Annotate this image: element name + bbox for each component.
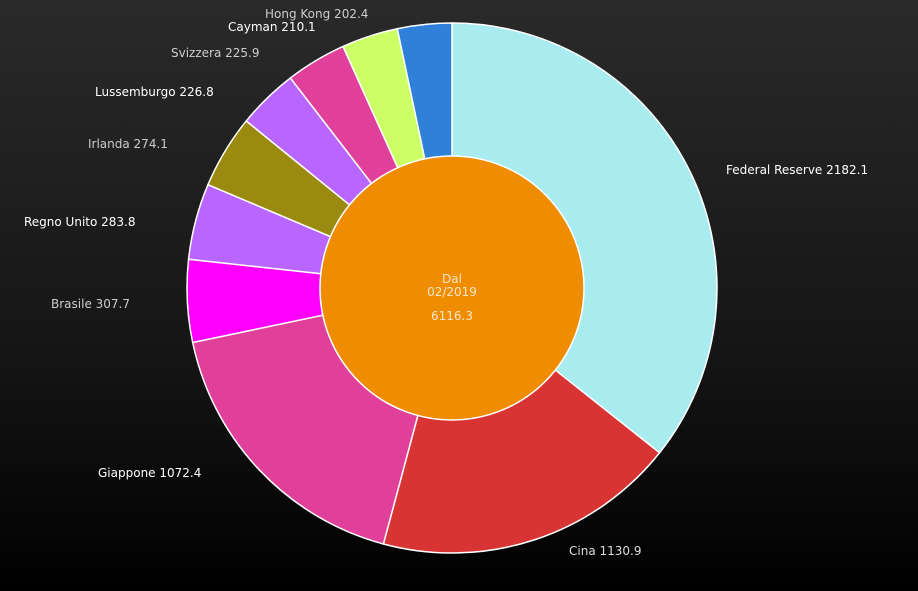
slice-label-hong-kong: Hong Kong 202.4 [265,7,368,21]
slice-label-svizzera: Svizzera 225.9 [171,46,260,60]
center-disc [319,155,585,421]
labels-group: Federal Reserve 2182.1 Cina 1130.9 Giappon… [24,7,868,558]
slice-label-lussemburgo: Lussemburgo 226.8 [95,85,214,99]
center-total: 6116.3 [431,309,473,323]
center-line2: 02/2019 [427,285,477,299]
slice-label-cina: Cina 1130.9 [569,544,641,558]
slice-label-irlanda: Irlanda 274.1 [88,137,168,151]
slice-label-giappone: Giappone 1072.4 [98,466,201,480]
center-line1: Dal [442,272,462,286]
slice-label-regno-unito: Regno Unito 283.8 [24,215,136,229]
slice-label-cayman: Cayman 210.1 [228,20,316,34]
slice-label-federal-reserve: Federal Reserve 2182.1 [726,163,868,177]
slice-label-brasile: Brasile 307.7 [51,297,130,311]
slice-federal-reserve [451,22,718,454]
